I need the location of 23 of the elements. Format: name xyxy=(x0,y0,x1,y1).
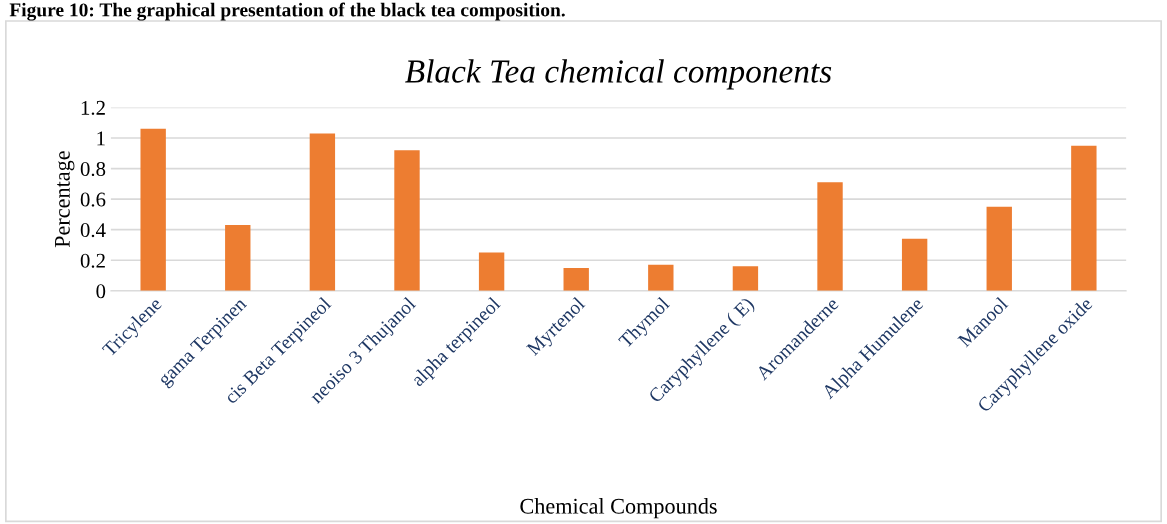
bar xyxy=(648,264,674,291)
y-tick-label: 1 xyxy=(97,131,105,146)
y-axis-title: Percentage xyxy=(55,151,75,248)
bar xyxy=(986,206,1012,291)
bar xyxy=(478,252,505,291)
bar xyxy=(732,266,759,291)
y-tick-label: 1.2 xyxy=(81,100,105,115)
bar xyxy=(140,128,166,291)
caption: Figure 10: The graphical presentation of the black tea composition. xyxy=(9,2,565,21)
bar xyxy=(901,238,928,291)
y-tick-label: 0.4 xyxy=(80,223,106,238)
y-tick-label: 0 xyxy=(96,284,106,299)
bar xyxy=(817,182,843,291)
bar xyxy=(309,133,336,291)
y-tick-label: 0.8 xyxy=(80,161,106,177)
y-tick-label: 0.6 xyxy=(80,192,106,207)
bar xyxy=(225,225,251,291)
x-axis-title: Chemical Compounds xyxy=(520,498,717,519)
y-tick-label: 0.2 xyxy=(80,253,105,268)
bar xyxy=(563,267,589,291)
bar xyxy=(1071,145,1097,291)
chart-title: Black Tea chemical components xyxy=(405,59,832,90)
bar xyxy=(394,150,420,291)
